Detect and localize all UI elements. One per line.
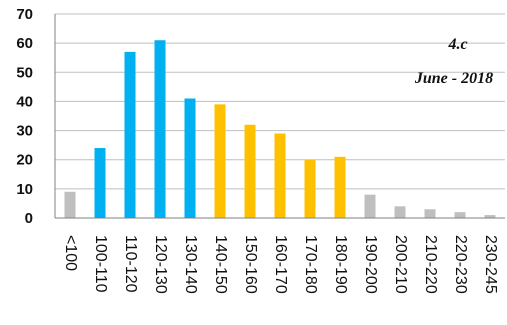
- bar-1: [64, 191, 76, 218]
- annotation-line-2: June - 2018: [414, 70, 493, 87]
- x-tick-label-7: 150-160: [242, 235, 259, 294]
- bar-4: [154, 40, 166, 218]
- x-tick-label-4: 120-130: [152, 235, 169, 294]
- x-tick-label-8: 160-170: [272, 235, 289, 294]
- y-tick-label-70: 70: [16, 6, 33, 23]
- bar-14: [454, 212, 466, 218]
- bar-8: [274, 133, 286, 218]
- y-tick-label-50: 50: [16, 64, 33, 81]
- x-tick-label-9: 170-180: [302, 235, 319, 294]
- x-tick-label-15: 230-245: [482, 235, 499, 294]
- x-tick-label-6: 140-150: [212, 235, 229, 294]
- axes: [54, 14, 505, 219]
- y-tick-label-60: 60: [16, 35, 33, 52]
- y-tick-label-30: 30: [16, 123, 33, 140]
- y-tick-labels: 0 10 20 30 40 50 60 70: [16, 6, 33, 227]
- y-tick-label-0: 0: [25, 210, 33, 227]
- bar-15: [484, 215, 496, 218]
- x-tick-label-1: <100: [62, 235, 79, 271]
- x-tick-label-14: 220-230: [452, 235, 469, 294]
- annotation-line-1: 4.c: [447, 36, 467, 53]
- bar-6: [214, 104, 226, 218]
- bar-2: [94, 148, 106, 218]
- x-tick-label-5: 130-140: [182, 235, 199, 294]
- x-tick-label-3: 110-120: [122, 235, 139, 293]
- bar-11: [364, 194, 376, 218]
- x-tick-label-10: 180-190: [332, 235, 349, 294]
- x-tick-label-12: 200-210: [392, 235, 409, 294]
- y-tick-label-20: 20: [16, 152, 33, 169]
- bar-10: [334, 156, 346, 218]
- bar-3: [124, 51, 136, 219]
- y-tick-label-10: 10: [16, 181, 33, 198]
- x-tick-labels: <100 100-110 110-120 120-130 130-140 140-150 1…: [62, 235, 499, 294]
- x-tick-label-11: 190-200: [362, 235, 379, 294]
- bars: [64, 40, 496, 219]
- bar-13: [424, 209, 436, 218]
- x-tick-label-2: 100-110: [92, 235, 109, 293]
- bar-9: [304, 159, 316, 218]
- bar-12: [394, 206, 406, 218]
- bar-7: [244, 124, 256, 218]
- x-tick-label-13: 210-220: [422, 235, 439, 294]
- bar-5: [184, 98, 196, 218]
- y-tick-label-40: 40: [16, 93, 33, 110]
